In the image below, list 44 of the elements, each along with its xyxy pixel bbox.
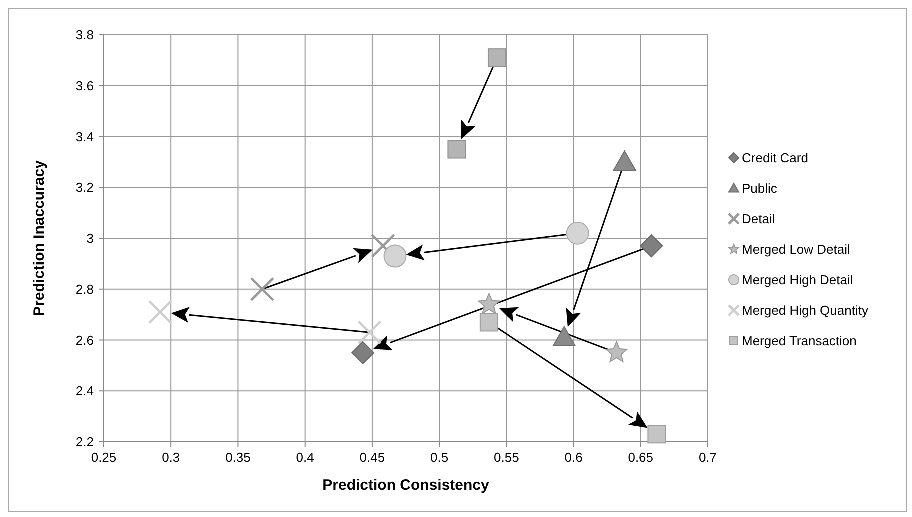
x-axis-title: Prediction Consistency <box>322 477 490 494</box>
y-tick-label: 3.2 <box>76 180 94 196</box>
legend-label: Detail <box>742 212 776 226</box>
legend-label: Merged High Quantity <box>742 303 869 318</box>
point <box>640 234 664 258</box>
x-tick-label: 0.35 <box>226 450 251 465</box>
point <box>478 293 500 314</box>
y-tick-label: 3 <box>86 231 94 246</box>
point <box>384 244 407 268</box>
x-tick-label: 0.5 <box>430 450 449 465</box>
legend-label: Merged High Detail <box>742 272 854 288</box>
point <box>648 425 666 444</box>
x-tick-label: 0.45 <box>360 450 386 465</box>
point <box>480 313 499 332</box>
point <box>358 320 382 345</box>
point <box>552 326 576 346</box>
point <box>606 341 628 362</box>
point <box>148 300 173 325</box>
y-tick-label: 2.8 <box>76 282 94 297</box>
legend-label: Public <box>742 181 778 196</box>
point <box>448 140 466 159</box>
x-tick-label: 0.3 <box>162 450 180 465</box>
point <box>566 222 590 245</box>
y-tick-label: 2.4 <box>76 384 94 399</box>
y-axis-title: Prediction Inaccuracy <box>31 160 48 316</box>
x-tick-label: 0.65 <box>628 450 654 465</box>
x-tick-label: 0.4 <box>296 450 314 465</box>
y-tick-label: 2.2 <box>76 434 94 450</box>
y-tick-label: 3.6 <box>76 78 94 94</box>
point <box>250 277 275 302</box>
y-tick-label: 3.8 <box>76 28 94 42</box>
y-tick-label: 2.6 <box>76 332 94 348</box>
y-tick-label: 3.4 <box>76 129 94 144</box>
x-tick-label: 0.55 <box>494 450 520 465</box>
x-tick-label: 0.7 <box>698 450 718 465</box>
legend-label: Merged Low Detail <box>742 242 850 257</box>
legend-label: Merged Transaction <box>742 334 857 348</box>
legend-label: Credit Card <box>742 150 808 166</box>
point <box>352 341 375 364</box>
point <box>613 150 636 171</box>
point <box>488 48 507 68</box>
x-tick-label: 0.25 <box>91 450 117 465</box>
point <box>370 234 396 258</box>
x-tick-label: 0.6 <box>564 450 583 465</box>
